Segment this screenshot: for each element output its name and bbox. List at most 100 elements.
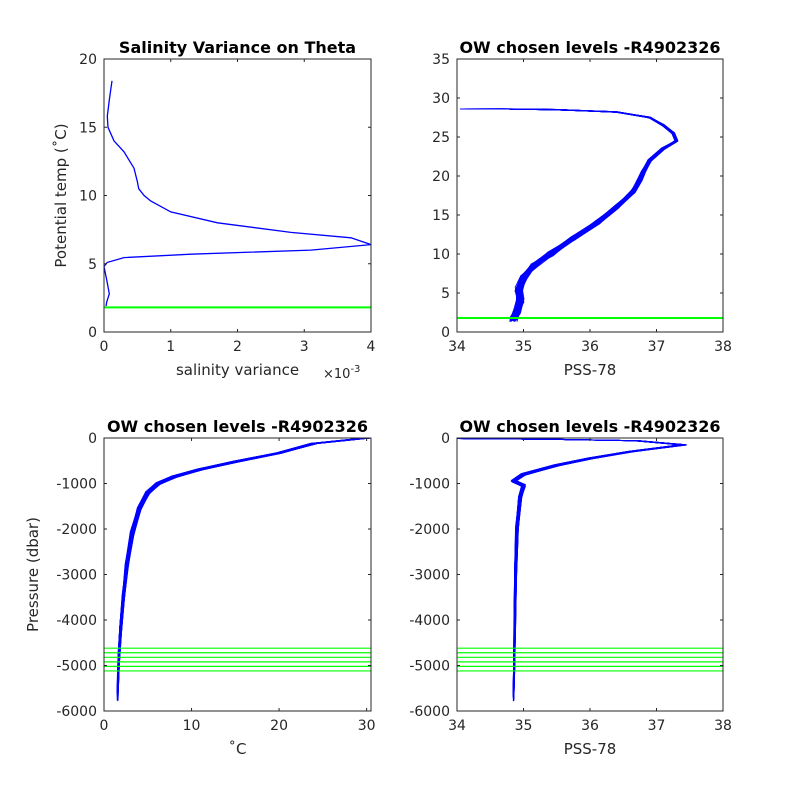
profile-line bbox=[462, 438, 686, 696]
profile-line bbox=[460, 108, 676, 321]
y-tick-label: 15 bbox=[432, 208, 450, 224]
profile-line bbox=[460, 108, 678, 320]
profile-line bbox=[460, 108, 679, 322]
profile-line bbox=[117, 438, 371, 693]
profile-line bbox=[459, 108, 676, 319]
x-tick-label: 2 bbox=[233, 339, 242, 355]
profile-line bbox=[460, 108, 677, 320]
profile-line bbox=[116, 438, 364, 701]
profile-line bbox=[460, 108, 677, 321]
profile-line bbox=[462, 438, 685, 698]
y-tick-label: -2000 bbox=[409, 522, 450, 538]
profile-line bbox=[458, 438, 681, 694]
profile-line bbox=[460, 108, 679, 321]
x-tick-label: 4 bbox=[367, 339, 376, 355]
profile-line bbox=[117, 438, 368, 690]
profile-line bbox=[117, 438, 367, 690]
profile-line bbox=[117, 438, 370, 699]
profile-line bbox=[460, 108, 676, 319]
profile-line bbox=[460, 108, 677, 319]
profile-line bbox=[459, 438, 684, 690]
profile-line bbox=[463, 438, 686, 693]
x-axis-label: PSS-78 bbox=[564, 740, 617, 758]
y-tick-label: -3000 bbox=[56, 568, 97, 584]
profile-line bbox=[117, 438, 365, 698]
profile-line bbox=[459, 108, 676, 321]
profile-line bbox=[457, 438, 683, 692]
profile-line bbox=[116, 438, 363, 693]
profile-line bbox=[460, 108, 678, 318]
subplot-theta-salinity: 34 35 36 37 38 0 5 10 15 20 25 30 35 OW chosen levels… bbox=[432, 38, 732, 379]
profile-line bbox=[117, 438, 368, 690]
profile-line bbox=[460, 108, 677, 322]
y-tick-label: -6000 bbox=[56, 704, 97, 720]
profile-line bbox=[117, 438, 368, 692]
x-tick-label: 0 bbox=[100, 339, 109, 355]
profile-line bbox=[460, 108, 678, 318]
profile-line bbox=[460, 108, 679, 319]
chart-title: OW chosen levels -R4902326 bbox=[107, 417, 368, 436]
profile-line bbox=[460, 108, 677, 320]
profile-line bbox=[461, 438, 683, 690]
profile-line bbox=[457, 438, 681, 690]
profile-line bbox=[116, 438, 364, 701]
x-tick-label: 1 bbox=[166, 339, 175, 355]
profile-line bbox=[460, 108, 677, 319]
profile-line bbox=[459, 108, 677, 318]
profile-line bbox=[461, 438, 684, 695]
profile-line bbox=[463, 438, 686, 699]
y-tick-label: 25 bbox=[432, 130, 450, 146]
profile-line bbox=[460, 108, 678, 319]
profile-line bbox=[460, 108, 678, 320]
profile-line bbox=[459, 438, 682, 698]
profile-line bbox=[460, 108, 677, 319]
axes-frame bbox=[103, 437, 372, 712]
profile-line bbox=[461, 438, 685, 694]
profile-line bbox=[463, 438, 686, 692]
profile-line bbox=[459, 438, 683, 695]
profile-line bbox=[460, 108, 677, 320]
profile-line bbox=[460, 108, 678, 320]
x-tick-label: 36 bbox=[581, 339, 599, 355]
profile-line bbox=[460, 108, 678, 321]
profile-line bbox=[457, 438, 683, 696]
profile-line bbox=[116, 438, 364, 692]
profile-line bbox=[460, 108, 678, 320]
profile-line bbox=[460, 108, 677, 322]
profile-line bbox=[459, 438, 685, 695]
profile-line bbox=[464, 438, 685, 695]
profile-line bbox=[116, 438, 365, 690]
profile-line bbox=[462, 438, 686, 693]
plot-area bbox=[104, 438, 371, 702]
profile-line bbox=[460, 108, 676, 322]
x-tick-label: 38 bbox=[714, 718, 732, 734]
x-tick-label: 37 bbox=[648, 718, 666, 734]
y-tick-label: 30 bbox=[432, 91, 450, 107]
x-exponent-label: ×10-3 bbox=[323, 364, 360, 382]
profile-line bbox=[460, 108, 676, 319]
profile-line bbox=[464, 438, 687, 701]
x-tick-label: 35 bbox=[515, 339, 533, 355]
profile-line bbox=[460, 108, 679, 318]
y-tick-label: 20 bbox=[432, 169, 450, 185]
y-tick-label: 10 bbox=[432, 247, 450, 263]
y-tick-label: 15 bbox=[79, 120, 97, 136]
x-tick-label: 34 bbox=[448, 339, 466, 355]
profile-line bbox=[460, 108, 678, 319]
profile-line bbox=[459, 438, 683, 698]
profile-line bbox=[117, 438, 366, 699]
profile-line bbox=[458, 438, 682, 696]
profile-line bbox=[117, 438, 370, 698]
profile-line bbox=[116, 438, 365, 693]
profile-line bbox=[117, 438, 371, 700]
y-axis-label: Pressure (dbar) bbox=[24, 517, 42, 632]
profile-line bbox=[460, 108, 677, 322]
subplot-salinity-variance: 0 1 2 3 4 0 5 10 15 20 Salinity Variance on Theta s… bbox=[52, 38, 376, 382]
profile-line bbox=[460, 108, 678, 322]
plot-area bbox=[457, 438, 723, 702]
y-tick-label: -3000 bbox=[409, 568, 450, 584]
profile-line bbox=[457, 438, 682, 693]
profile-line bbox=[117, 438, 371, 695]
y-tick-label: 10 bbox=[79, 189, 97, 205]
